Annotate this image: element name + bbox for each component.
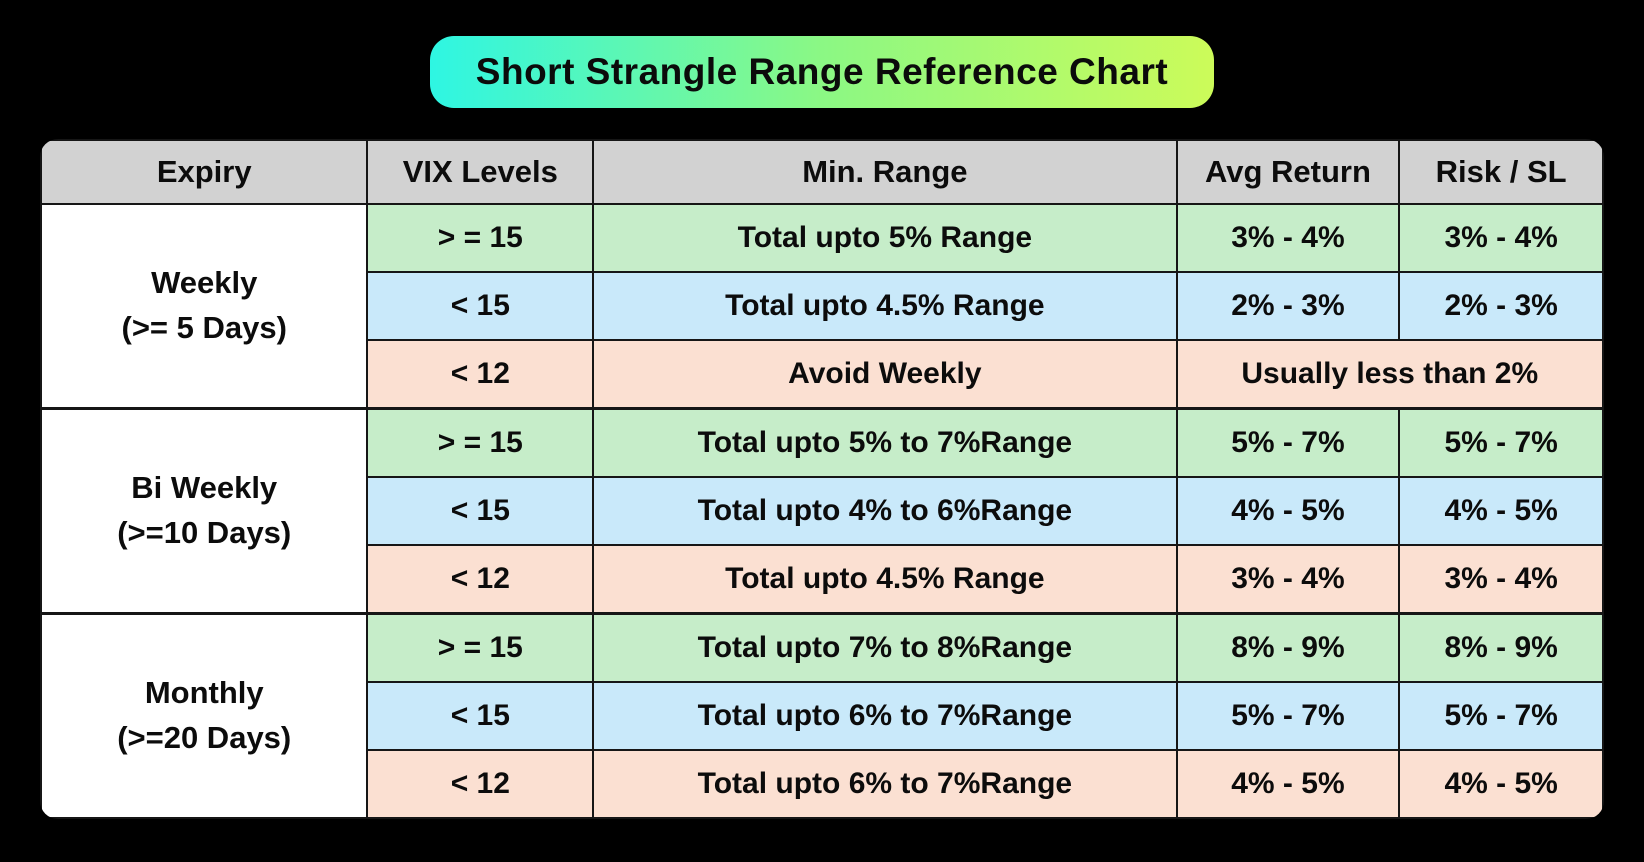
table-row: < 15 Total upto 4.5% Range 2% - 3% 2% - …: [41, 271, 1604, 341]
expiry-cell-biweekly: Bi Weekly (>=10 Days): [40, 407, 369, 615]
expiry-sublabel: (>=20 Days): [117, 720, 292, 755]
range-cell: Total upto 4.5% Range: [592, 544, 1178, 615]
range-cell: Total upto 5% to 7%Range: [592, 407, 1178, 478]
range-cell: Total upto 7% to 8%Range: [592, 612, 1178, 683]
vix-cell: > = 15: [366, 203, 595, 273]
range-cell: Avoid Weekly: [592, 339, 1178, 410]
risk-sl-cell: 4% - 5%: [1398, 749, 1604, 819]
vix-cell: > = 15: [366, 612, 595, 683]
table-row: < 12 Total upto 4.5% Range 3% - 4% 3% - …: [41, 544, 1604, 615]
expiry-label: Weekly: [151, 265, 258, 301]
avg-return-cell: 5% - 7%: [1175, 681, 1401, 751]
expiry-label: Bi Weekly: [131, 470, 278, 506]
table-row: < 12 Avoid Weekly Usually less than 2%: [41, 339, 1604, 410]
table-row: < 15 Total upto 6% to 7%Range 5% - 7% 5%…: [41, 681, 1604, 751]
risk-sl-cell: 8% - 9%: [1398, 612, 1604, 683]
avg-return-cell: 3% - 4%: [1175, 203, 1401, 273]
page-title: Short Strangle Range Reference Chart: [429, 36, 1215, 108]
avg-return-cell: 4% - 5%: [1175, 476, 1401, 546]
avg-return-cell: 2% - 3%: [1175, 271, 1401, 341]
header-risk-sl: Risk / SL: [1398, 139, 1604, 205]
avg-return-cell: 3% - 4%: [1175, 544, 1401, 615]
merged-return-risk-cell: Usually less than 2%: [1175, 339, 1604, 410]
risk-sl-cell: 5% - 7%: [1398, 407, 1604, 478]
expiry-sublabel: (>= 5 Days): [121, 310, 287, 345]
header-min-range: Min. Range: [592, 139, 1178, 205]
table-row: < 12 Total upto 6% to 7%Range 4% - 5% 4%…: [41, 749, 1604, 819]
avg-return-cell: 4% - 5%: [1175, 749, 1401, 819]
vix-cell: < 12: [366, 339, 595, 410]
table-row: < 15 Total upto 4% to 6%Range 4% - 5% 4%…: [41, 476, 1604, 546]
table-row: Monthly (>=20 Days) > = 15 Total upto 7%…: [40, 612, 1604, 819]
avg-return-cell: 5% - 7%: [1175, 407, 1401, 478]
range-cell: Total upto 4% to 6%Range: [592, 476, 1178, 546]
vix-cell: < 15: [366, 681, 595, 751]
reference-table: Expiry VIX Levels Min. Range Avg Return …: [40, 139, 1604, 819]
range-cell: Total upto 6% to 7%Range: [592, 681, 1178, 751]
avg-return-cell: 8% - 9%: [1175, 612, 1401, 683]
title-banner-wrapper: Short Strangle Range Reference Chart: [0, 0, 1644, 108]
risk-sl-cell: 3% - 4%: [1398, 203, 1604, 273]
risk-sl-cell: 5% - 7%: [1398, 681, 1604, 751]
expiry-label: Monthly: [144, 675, 264, 711]
expiry-sublabel: (>=10 Days): [117, 515, 292, 550]
header-row: Expiry VIX Levels Min. Range Avg Return …: [40, 139, 1604, 205]
vix-cell: < 15: [366, 271, 595, 341]
expiry-cell-weekly: Weekly (>= 5 Days): [40, 203, 369, 410]
vix-cell: < 15: [366, 476, 595, 546]
header-expiry: Expiry: [40, 139, 369, 205]
header-avg-return: Avg Return: [1175, 139, 1401, 205]
range-cell: Total upto 4.5% Range: [592, 271, 1178, 341]
table-row: Weekly (>= 5 Days) > = 15 Total upto 5% …: [40, 203, 1604, 410]
vix-cell: < 12: [366, 544, 595, 615]
vix-cell: < 12: [366, 749, 595, 819]
reference-table-container: Expiry VIX Levels Min. Range Avg Return …: [40, 139, 1604, 819]
range-cell: Total upto 5% Range: [592, 203, 1178, 273]
table-row: Bi Weekly (>=10 Days) > = 15 Total upto …: [40, 407, 1604, 615]
header-vix-levels: VIX Levels: [366, 139, 595, 205]
range-cell: Total upto 6% to 7%Range: [592, 749, 1178, 819]
risk-sl-cell: 2% - 3%: [1398, 271, 1604, 341]
vix-cell: > = 15: [366, 407, 595, 478]
expiry-cell-monthly: Monthly (>=20 Days): [40, 612, 369, 819]
risk-sl-cell: 4% - 5%: [1398, 476, 1604, 546]
risk-sl-cell: 3% - 4%: [1398, 544, 1604, 615]
